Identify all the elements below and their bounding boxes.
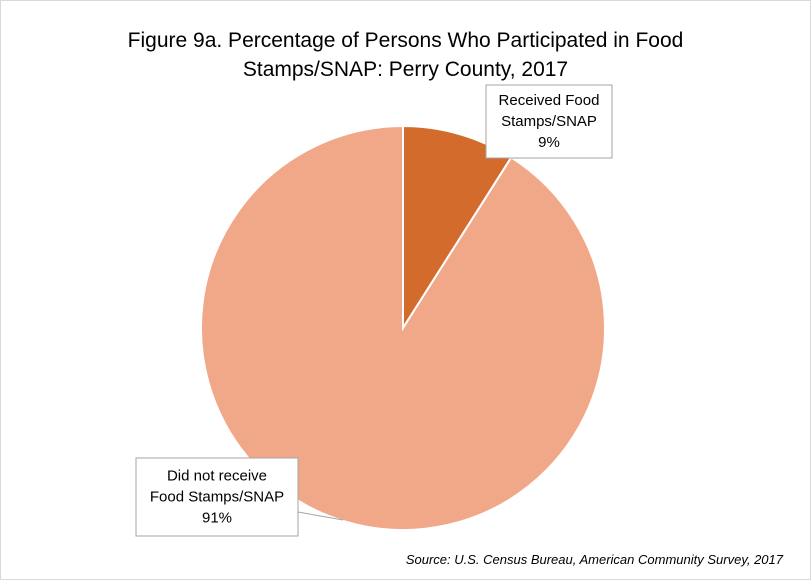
chart-title-line-1: Figure 9a. Percentage of Persons Who Par… <box>127 29 684 52</box>
pie-slice-2 <box>200 124 606 531</box>
data-label-1-line-2: Stamps/SNAP <box>501 113 597 130</box>
data-label-box-1 <box>485 84 613 159</box>
chart-title-line-2: Stamps/SNAP: Perry County, 2017 <box>242 58 569 81</box>
data-label-box-2 <box>135 457 299 537</box>
data-label-2-line-1: Did not receive <box>167 468 267 485</box>
chart-title: Figure 9a. Percentage of Persons Who Par… <box>40 26 771 84</box>
source-note: Source: U.S. Census Bureau, American Com… <box>405 552 783 567</box>
data-label-2-line-2: Food Stamps/SNAP <box>150 489 284 506</box>
leader-line-2 <box>297 511 344 521</box>
data-label-1-line-3: 9% <box>538 134 560 151</box>
data-label-2-line-3: 91% <box>202 510 232 527</box>
data-label-1-line-1: Received Food <box>499 92 600 109</box>
